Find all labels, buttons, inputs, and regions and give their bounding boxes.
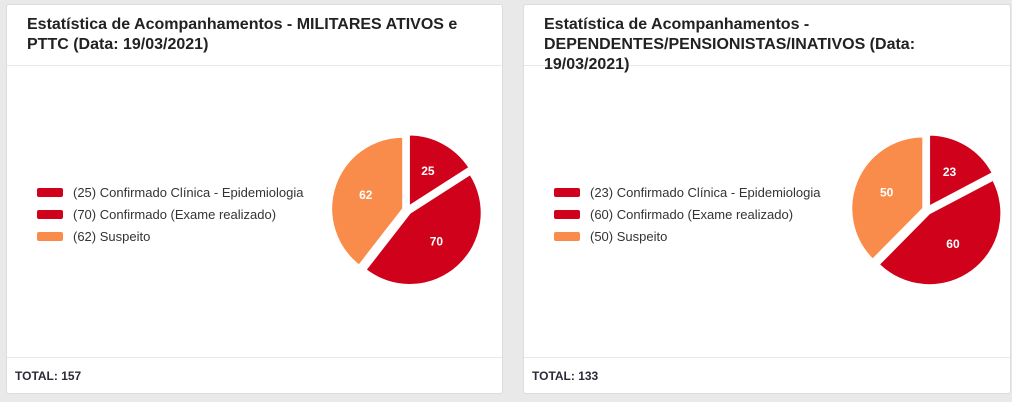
chart-legend: (23) Confirmado Clínica - Epidemiologia … — [554, 181, 821, 247]
pie-chart: 23 60 50 — [850, 133, 1003, 287]
pie-slice-confirmado-clinica[interactable] — [928, 133, 995, 209]
legend-label: (62) Suspeito — [73, 228, 151, 244]
pie-data-label: 62 — [359, 188, 373, 202]
legend-swatch — [554, 231, 580, 241]
pie-slice-confirmado-clinica[interactable] — [407, 133, 471, 209]
pie-data-label: 70 — [430, 234, 444, 248]
pie-slice-confirmado-exame[interactable] — [877, 178, 1003, 287]
chart-card-militares: Estatística de Acompanhamentos - MILITAR… — [6, 4, 503, 394]
legend-item-confirmado-clinica[interactable]: (25) Confirmado Clínica - Epidemiologia — [37, 181, 304, 203]
chart-title: Estatística de Acompanhamentos - DEPENDE… — [544, 16, 916, 73]
pie-slice-suspeito[interactable] — [850, 135, 925, 262]
total-label: TOTAL: 133 — [532, 368, 599, 383]
legend-swatch — [554, 209, 580, 219]
legend-item-confirmado-exame[interactable]: (60) Confirmado (Exame realizado) — [554, 203, 821, 225]
legend-swatch — [37, 187, 63, 197]
pie-data-label: 50 — [880, 186, 894, 200]
pie-slice-confirmado-exame[interactable] — [364, 172, 483, 286]
pie-data-label: 25 — [421, 164, 435, 178]
card-header: Estatística de Acompanhamentos - MILITAR… — [7, 5, 502, 66]
legend-swatch — [554, 187, 580, 197]
legend-label: (60) Confirmado (Exame realizado) — [590, 206, 794, 222]
card-header: Estatística de Acompanhamentos - DEPENDE… — [524, 5, 1010, 73]
chart-title: Estatística de Acompanhamentos - MILITAR… — [27, 16, 458, 53]
legend-label: (25) Confirmado Clínica - Epidemiologia — [73, 184, 304, 200]
legend-item-suspeito[interactable]: (50) Suspeito — [554, 225, 821, 247]
card-footer: TOTAL: 133 — [524, 357, 1010, 393]
legend-item-suspeito[interactable]: (62) Suspeito — [37, 225, 304, 247]
card-footer: TOTAL: 157 — [7, 357, 502, 393]
legend-label: (50) Suspeito — [590, 228, 668, 244]
legend-swatch — [37, 209, 63, 219]
legend-label: (23) Confirmado Clínica - Epidemiologia — [590, 184, 821, 200]
chart-legend: (25) Confirmado Clínica - Epidemiologia … — [37, 181, 304, 247]
pie-chart: 25 70 62 — [330, 133, 483, 286]
pie-slice-suspeito[interactable] — [330, 135, 405, 267]
legend-label: (70) Confirmado (Exame realizado) — [73, 206, 277, 222]
legend-item-confirmado-exame[interactable]: (70) Confirmado (Exame realizado) — [37, 203, 304, 225]
pie-data-label: 60 — [946, 237, 960, 251]
legend-swatch — [37, 231, 63, 241]
total-label: TOTAL: 157 — [15, 368, 82, 383]
chart-card-dependentes: Estatística de Acompanhamentos - DEPENDE… — [523, 4, 1011, 394]
legend-item-confirmado-clinica[interactable]: (23) Confirmado Clínica - Epidemiologia — [554, 181, 821, 203]
pie-data-label: 23 — [943, 165, 957, 179]
